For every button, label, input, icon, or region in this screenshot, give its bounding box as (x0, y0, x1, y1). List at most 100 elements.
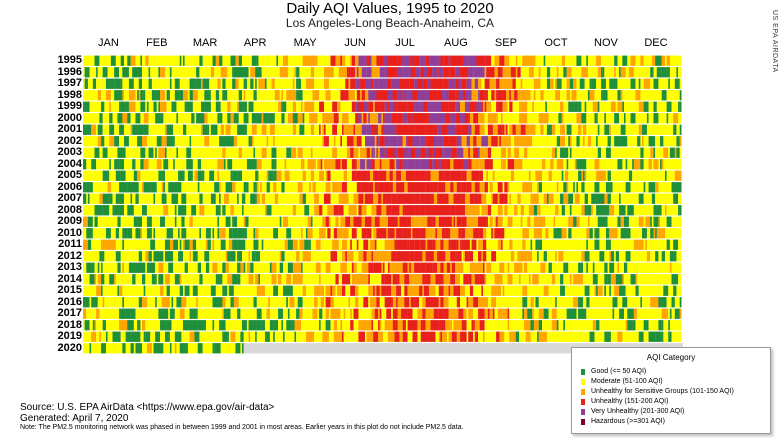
aqi-cell (225, 182, 231, 193)
aqi-cell (676, 136, 680, 147)
aqi-cell (163, 182, 166, 193)
aqi-cell (84, 205, 90, 216)
aqi-cell (328, 193, 331, 204)
aqi-cell (443, 78, 449, 89)
aqi-cell (214, 147, 220, 158)
aqi-cell (455, 124, 457, 135)
aqi-cell (146, 78, 149, 89)
aqi-cell (550, 78, 554, 89)
aqi-cell (369, 239, 375, 250)
aqi-cell (128, 239, 131, 250)
aqi-cell (260, 239, 262, 250)
aqi-cell (425, 239, 428, 250)
aqi-cell (396, 251, 400, 262)
aqi-cell (596, 205, 602, 216)
aqi-cell (458, 274, 461, 285)
aqi-cell (337, 228, 341, 239)
aqi-cell (314, 55, 318, 66)
aqi-cell (420, 320, 426, 331)
aqi-cell (166, 320, 172, 331)
aqi-cell (656, 182, 659, 193)
aqi-cell (584, 205, 587, 216)
aqi-cell (261, 228, 264, 239)
aqi-cell (192, 205, 197, 216)
aqi-cell (253, 159, 257, 170)
aqi-cell (515, 331, 520, 342)
aqi-cell (646, 251, 651, 262)
aqi-cell (217, 216, 220, 227)
aqi-cell (279, 136, 282, 147)
aqi-cell (478, 308, 480, 319)
aqi-cell (358, 147, 361, 158)
aqi-cell (99, 205, 103, 216)
aqi-cell (114, 101, 116, 112)
aqi-cell (669, 228, 675, 239)
aqi-cell (533, 67, 539, 78)
aqi-cell (446, 228, 449, 239)
aqi-cell (91, 331, 97, 342)
aqi-cell (494, 216, 497, 227)
aqi-cell (548, 262, 552, 273)
aqi-cell (676, 182, 682, 193)
aqi-cell (292, 78, 295, 89)
aqi-cell (278, 239, 284, 250)
aqi-cell (128, 262, 134, 273)
aqi-cell (464, 90, 469, 101)
aqi-cell (99, 147, 103, 158)
aqi-cell (174, 205, 177, 216)
aqi-cell (184, 216, 190, 227)
aqi-cell (492, 193, 498, 204)
year-label-2007: 2007 (57, 192, 82, 204)
aqi-cell (256, 136, 259, 147)
aqi-cell (153, 113, 156, 124)
aqi-cell (535, 170, 541, 181)
aqi-cell (468, 262, 471, 273)
aqi-cell (307, 159, 313, 170)
aqi-cell (574, 147, 580, 158)
aqi-cell (178, 251, 184, 262)
aqi-cell (83, 55, 85, 66)
aqi-cell (225, 320, 228, 331)
aqi-cell (638, 113, 641, 124)
aqi-cell (653, 159, 659, 170)
aqi-cell (451, 170, 454, 181)
aqi-cell (199, 228, 202, 239)
aqi-cell (658, 297, 662, 308)
aqi-cell (415, 297, 420, 308)
aqi-cell (184, 239, 190, 250)
aqi-cell (248, 193, 251, 204)
aqi-cell (433, 182, 438, 193)
aqi-cell (279, 90, 282, 101)
aqi-cell (517, 285, 523, 296)
aqi-cell (355, 297, 359, 308)
aqi-cell (97, 297, 103, 308)
aqi-cell (305, 182, 308, 193)
aqi-cell (151, 90, 156, 101)
aqi-cell (266, 182, 271, 193)
aqi-cell (563, 159, 566, 170)
aqi-cell (186, 159, 189, 170)
aqi-cell (420, 228, 425, 239)
aqi-cell (99, 193, 103, 204)
aqi-cell (94, 136, 98, 147)
aqi-cell (194, 228, 200, 239)
aqi-cell (212, 136, 216, 147)
aqi-cell (387, 228, 390, 239)
aqi-cell (596, 55, 602, 66)
aqi-cell (258, 228, 262, 239)
aqi-cell (212, 170, 215, 181)
aqi-cell (237, 262, 241, 273)
aqi-cell (114, 262, 118, 273)
aqi-cell (396, 124, 402, 135)
aqi-cell (205, 331, 212, 342)
aqi-cell (296, 331, 302, 342)
aqi-cell (599, 331, 605, 342)
aqi-cell (151, 216, 157, 227)
aqi-cell (96, 78, 98, 89)
aqi-cell (499, 159, 502, 170)
aqi-cell (556, 170, 562, 181)
aqi-cell (604, 124, 610, 135)
aqi-cell (363, 113, 366, 124)
aqi-cell (594, 216, 598, 227)
aqi-cell (522, 55, 528, 66)
